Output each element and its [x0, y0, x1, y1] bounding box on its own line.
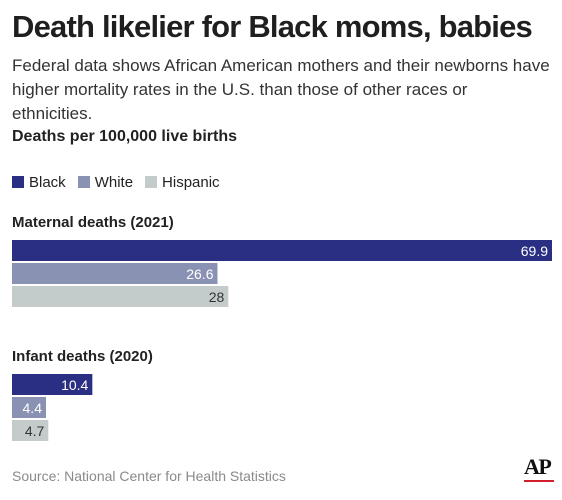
- category-label-infant-deaths-2020: Infant deaths (2020): [12, 348, 153, 365]
- legend-item-hispanic: Hispanic: [145, 174, 220, 191]
- bar-white-infant-deaths-2020: [12, 397, 46, 418]
- value-label-white-maternal-deaths-2021: 26.6: [186, 266, 213, 282]
- legend-label-hispanic: Hispanic: [162, 173, 220, 191]
- ap-logo: AP: [524, 454, 552, 479]
- chart-subtitle: Federal data shows African American moth…: [12, 56, 550, 123]
- category-label-maternal-deaths-2021: Maternal deaths (2021): [12, 214, 174, 231]
- legend-item-white: White: [77, 173, 134, 191]
- value-label-black-maternal-deaths-2021: 69.9: [521, 243, 548, 259]
- source-note: Source: National Center for Health Stati…: [12, 468, 286, 484]
- legend: Black White Hispanic: [12, 172, 232, 192]
- bar-black-infant-deaths-2020: [12, 374, 93, 395]
- bar-white-maternal-deaths-2021: [12, 263, 218, 284]
- chart-title: Death likelier for Black moms, babies: [12, 9, 533, 44]
- unit-label: Deaths per 100,000 live births: [12, 128, 237, 145]
- bar-hispanic-maternal-deaths-2021: [12, 286, 229, 307]
- legend-swatch-black: [12, 176, 24, 188]
- legend-swatch-hispanic: [145, 176, 158, 188]
- bar-chart: Maternal deaths (2021) 69.9 26.6 28 Infant d…: [12, 214, 552, 441]
- bar-black-maternal-deaths-2021: [12, 240, 552, 261]
- value-label-black-infant-deaths-2020: 10.4: [61, 377, 88, 393]
- legend-label-white: White: [94, 173, 134, 191]
- value-label-hispanic-infant-deaths-2020: 4.7: [25, 423, 45, 439]
- legend-swatch-white: [77, 176, 90, 188]
- value-label-white-infant-deaths-2020: 4.4: [23, 400, 43, 416]
- legend-item-black: Black: [12, 174, 66, 191]
- bar-hispanic-infant-deaths-2020: [12, 420, 49, 441]
- value-label-hispanic-maternal-deaths-2021: 28: [209, 289, 225, 305]
- ap-logo-underline: [524, 480, 554, 482]
- legend-label-black: Black: [29, 173, 66, 191]
